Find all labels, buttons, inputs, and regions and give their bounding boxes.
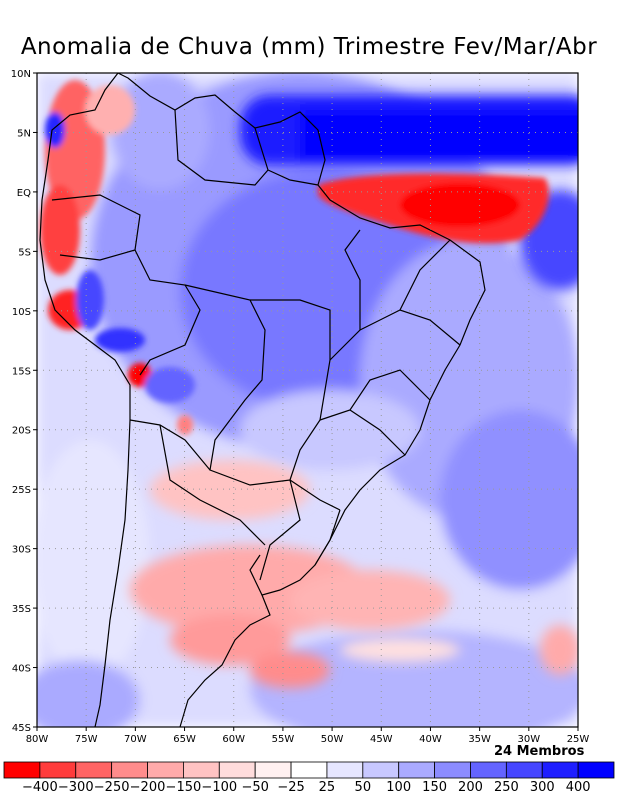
- colorbar-label: 50: [355, 780, 372, 795]
- colorbar-label: 100: [386, 780, 411, 795]
- colorbar-swatch: [434, 761, 471, 779]
- lon-tick-label: 70W: [124, 734, 147, 745]
- colorbar-swatch: [362, 761, 400, 779]
- lat-tick-label: 5S: [18, 247, 31, 258]
- lon-tick-label: 55W: [272, 734, 295, 745]
- lon-tick-label: 40W: [419, 734, 442, 745]
- colorbar-swatch: [39, 761, 77, 779]
- colorbar-swatch: [577, 761, 615, 779]
- colorbar-label: −50: [241, 780, 268, 795]
- lat-tick-label: 10N: [11, 69, 31, 80]
- colorbar-label: −400: [22, 780, 58, 795]
- colorbar-swatch: [290, 761, 328, 779]
- colorbar-swatch: [3, 761, 41, 779]
- colorbar-swatch: [398, 761, 435, 779]
- anomaly-field: [37, 73, 578, 727]
- plot-frame: [36, 72, 579, 728]
- colorbar-swatch: [254, 761, 292, 779]
- lat-tick-label: 5N: [17, 128, 31, 139]
- longitude-axis: 80W 75W 70W 65W 60W 55W 50W 45W 40W 35W 30W 25W: [26, 727, 590, 745]
- colorbar-label: 250: [494, 780, 519, 795]
- lon-tick-label: 65W: [173, 734, 196, 745]
- map-title: Anomalia de Chuva (mm) Trimestre Fev/Mar…: [20, 34, 598, 60]
- colorbar-label: −200: [130, 780, 166, 795]
- lat-tick-label: 25S: [12, 485, 31, 496]
- colorbar-label: −300: [58, 780, 94, 795]
- lon-tick-label: 45W: [370, 734, 393, 745]
- colorbar-label: −150: [166, 780, 202, 795]
- lat-tick-label: 45S: [12, 723, 31, 734]
- lat-tick-label: 15S: [12, 366, 31, 377]
- colorbar-swatch: [541, 761, 579, 779]
- colorbar-swatch: [183, 761, 220, 779]
- colorbar-swatch: [470, 761, 507, 779]
- latitude-axis: 10N 5N EQ 5S 10S 15S 20S 25S 30S 35S 40S 45S: [11, 69, 37, 734]
- lon-tick-label: 75W: [75, 734, 98, 745]
- colorbar-label: 400: [566, 780, 591, 795]
- members-label: 24 Membros: [494, 744, 585, 759]
- country-borders: [39, 72, 486, 728]
- colorbar-swatch: [505, 761, 543, 779]
- lat-tick-label: 35S: [12, 604, 31, 615]
- lat-tick-label: 30S: [12, 545, 31, 556]
- colorbar-swatch: [111, 761, 148, 779]
- colorbar-swatch: [218, 761, 256, 779]
- colorbar-label: −250: [94, 780, 130, 795]
- colorbar-label: 300: [530, 780, 555, 795]
- colorbar-swatch: [326, 761, 364, 779]
- lat-tick-label: 10S: [12, 307, 31, 318]
- colorbar-label: 200: [458, 780, 483, 795]
- lat-tick-label: EQ: [17, 188, 31, 199]
- graticule: [37, 73, 578, 727]
- lon-tick-label: 35W: [468, 734, 491, 745]
- colorbar-label: 150: [422, 780, 447, 795]
- lat-tick-label: 20S: [12, 426, 31, 437]
- colorbar-label: −100: [201, 780, 237, 795]
- lon-tick-label: 25W: [567, 734, 590, 745]
- lon-tick-label: 60W: [222, 734, 245, 745]
- color-legend: −400 −300 −250 −200 −150 −100 −50 −25 25 50 100 150…: [3, 761, 615, 795]
- lon-tick-label: 50W: [321, 734, 344, 745]
- lat-tick-label: 40S: [12, 664, 31, 675]
- colorbar-label: 25: [319, 780, 336, 795]
- colorbar-label: −25: [277, 780, 304, 795]
- lon-tick-label: 80W: [26, 734, 49, 745]
- lon-tick-label: 30W: [518, 734, 541, 745]
- colorbar-swatch: [147, 761, 184, 779]
- colorbar-swatch: [75, 761, 113, 779]
